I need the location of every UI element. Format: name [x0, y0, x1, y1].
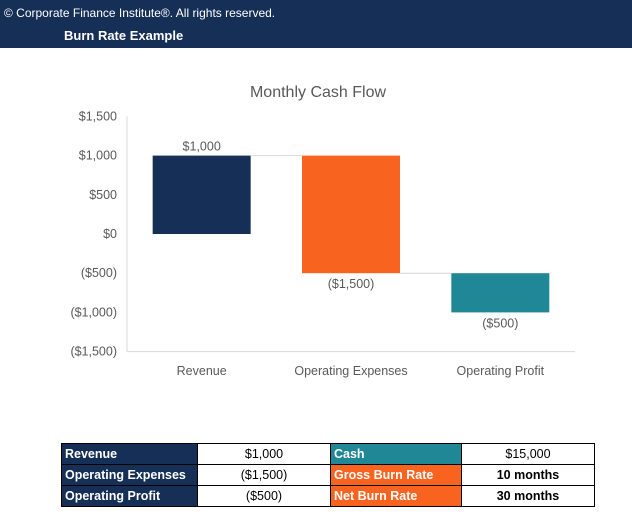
table-value-cell: $15,000 [461, 443, 595, 465]
summary-table: Revenue $1,000 Cash $15,000 Operating Expens… [61, 443, 595, 507]
x-tick-label: Revenue [177, 364, 227, 378]
table-label-cell: Net Burn Rate [330, 485, 462, 507]
bar-revenue [152, 155, 251, 234]
y-tick-label: $500 [89, 188, 117, 202]
data-label: ($1,500) [328, 277, 375, 291]
y-tick-label: ($1,000) [70, 305, 117, 319]
table-label-cell: Cash [330, 443, 462, 465]
table-row: Revenue $1,000 Cash $15,000 [61, 443, 595, 465]
copyright-text: © Corporate Finance Institute®. All righ… [4, 6, 276, 20]
data-label: ($500) [482, 316, 518, 330]
table-row: Operating Profit ($500) Net Burn Rate 30 mo… [61, 485, 595, 507]
y-tick-label: ($1,500) [70, 345, 117, 359]
chart-title: Monthly Cash Flow [250, 84, 386, 101]
data-label: $1,000 [183, 140, 221, 154]
y-tick-label: $1,500 [79, 109, 117, 123]
y-tick-label: $1,000 [79, 149, 117, 163]
table-value-cell: ($1,500) [197, 464, 331, 486]
bar-operating-expenses [302, 155, 400, 274]
x-tick-label: Operating Expenses [294, 364, 407, 378]
page-title: Burn Rate Example [64, 28, 184, 43]
table-label-cell: Operating Expenses [61, 464, 198, 486]
table-row: Operating Expenses ($1,500) Gross Burn Rat… [61, 464, 595, 486]
table-value-cell: ($500) [197, 485, 331, 507]
x-tick-label: Operating Profit [457, 364, 545, 378]
table-value-cell: 10 months [461, 464, 595, 486]
table-value-cell: $1,000 [197, 443, 331, 465]
table-label-cell: Gross Burn Rate [330, 464, 462, 486]
waterfall-chart: Monthly Cash Flow $1,500 $1,000 $500 $0 ($50… [70, 84, 575, 378]
y-tick-label: $0 [103, 227, 117, 241]
table-label-cell: Operating Profit [61, 485, 198, 507]
table-value-cell: 30 months [461, 485, 595, 507]
table-label-cell: Revenue [61, 443, 198, 465]
bar-operating-profit [451, 273, 550, 313]
header-banner: © Corporate Finance Institute®. All righ… [0, 0, 632, 48]
y-tick-label: ($500) [81, 266, 117, 280]
